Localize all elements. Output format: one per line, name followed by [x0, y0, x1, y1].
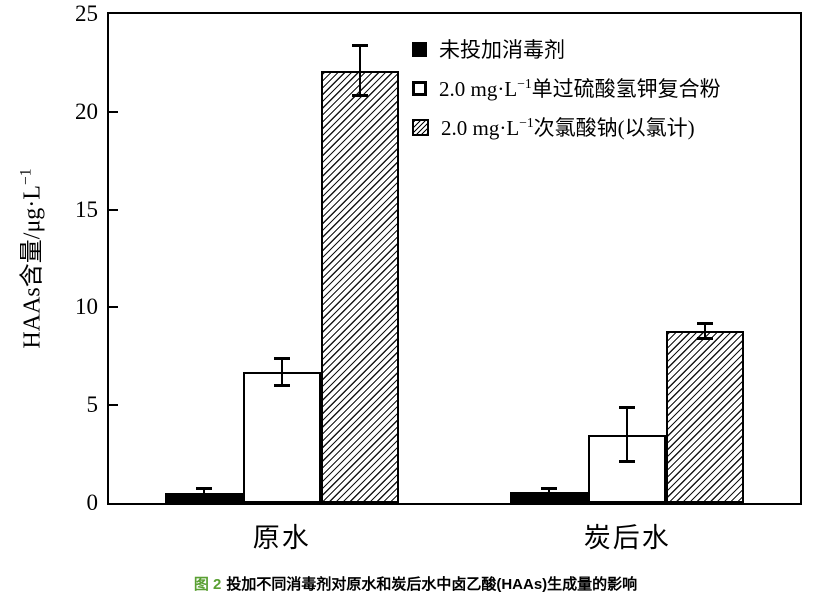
error-bar — [704, 323, 707, 339]
caption-text: 投加不同消毒剂对原水和炭后水中卤乙酸(HAAs)生成量的影响 — [226, 576, 638, 593]
error-bar-cap-top — [273, 357, 290, 361]
y-tick-mark — [109, 404, 118, 407]
caption-figure-number: 图 2 — [193, 576, 222, 593]
error-bar — [280, 358, 283, 386]
y-tick-mark — [109, 306, 118, 309]
y-tick-label: 5 — [86, 392, 99, 418]
legend-item: 2.0 mg·L−1单过硫酸氢钾复合粉 — [412, 73, 721, 103]
legend-label: 2.0 mg·L−1单过硫酸氢钾复合粉 — [439, 76, 721, 101]
error-bar — [202, 488, 205, 499]
y-tick-label: 15 — [75, 196, 98, 222]
y-tick-mark — [109, 208, 118, 211]
y-tick-label: 20 — [75, 98, 98, 124]
error-bar-cap-bottom — [195, 496, 212, 500]
error-bar-cap-top — [541, 487, 558, 491]
error-bar-cap-top — [697, 322, 714, 326]
legend-item: 2.0 mg·L−1次氯酸钠(以氯计) — [412, 112, 721, 142]
error-bar-cap-top — [195, 487, 212, 491]
figure-caption: 图 2 投加不同消毒剂对原水和炭后水中卤乙酸(HAAs)生成量的影响 — [0, 573, 831, 594]
error-bar — [358, 45, 361, 97]
error-bar-cap-top — [351, 44, 368, 48]
legend-label: 2.0 mg·L−1次氯酸钠(以氯计) — [441, 115, 695, 140]
plot-area: 未投加消毒剂 2.0 mg·L−1单过硫酸氢钾复合粉 2.0 mg·L−1次氯酸钠(… — [107, 12, 802, 505]
error-bar-cap-top — [619, 406, 636, 410]
y-tick-mark — [109, 110, 118, 113]
error-bar — [626, 407, 629, 462]
error-bar-cap-bottom — [273, 383, 290, 387]
y-axis-title-superscript: −1 — [17, 168, 35, 186]
error-bar-cap-bottom — [619, 459, 636, 463]
legend-label: 未投加消毒剂 — [439, 38, 565, 62]
y-tick-label: 10 — [75, 294, 98, 320]
bar-hatched-square — [666, 330, 745, 503]
chart-legend: 未投加消毒剂 2.0 mg·L−1单过硫酸氢钾复合粉 2.0 mg·L−1次氯酸钠(… — [412, 34, 721, 151]
error-bar-cap-bottom — [697, 336, 714, 340]
open-square-icon — [412, 80, 427, 96]
bar-open-square — [242, 371, 321, 503]
legend-item: 未投加消毒剂 — [412, 34, 721, 64]
x-category-label: 炭后水 — [583, 523, 671, 553]
y-tick-label: 25 — [75, 1, 98, 26]
y-tick-label: 0 — [86, 490, 99, 515]
y-axis-title: HAAs含量/μg·L−1 — [0, 14, 58, 503]
error-bar — [548, 488, 551, 497]
x-category-label: 原水 — [252, 523, 311, 553]
filled-square-icon — [412, 41, 427, 57]
hatched-square-icon — [412, 118, 429, 136]
error-bar-cap-bottom — [351, 94, 368, 98]
bar-hatched-square — [320, 70, 399, 503]
error-bar-cap-bottom — [541, 494, 558, 498]
